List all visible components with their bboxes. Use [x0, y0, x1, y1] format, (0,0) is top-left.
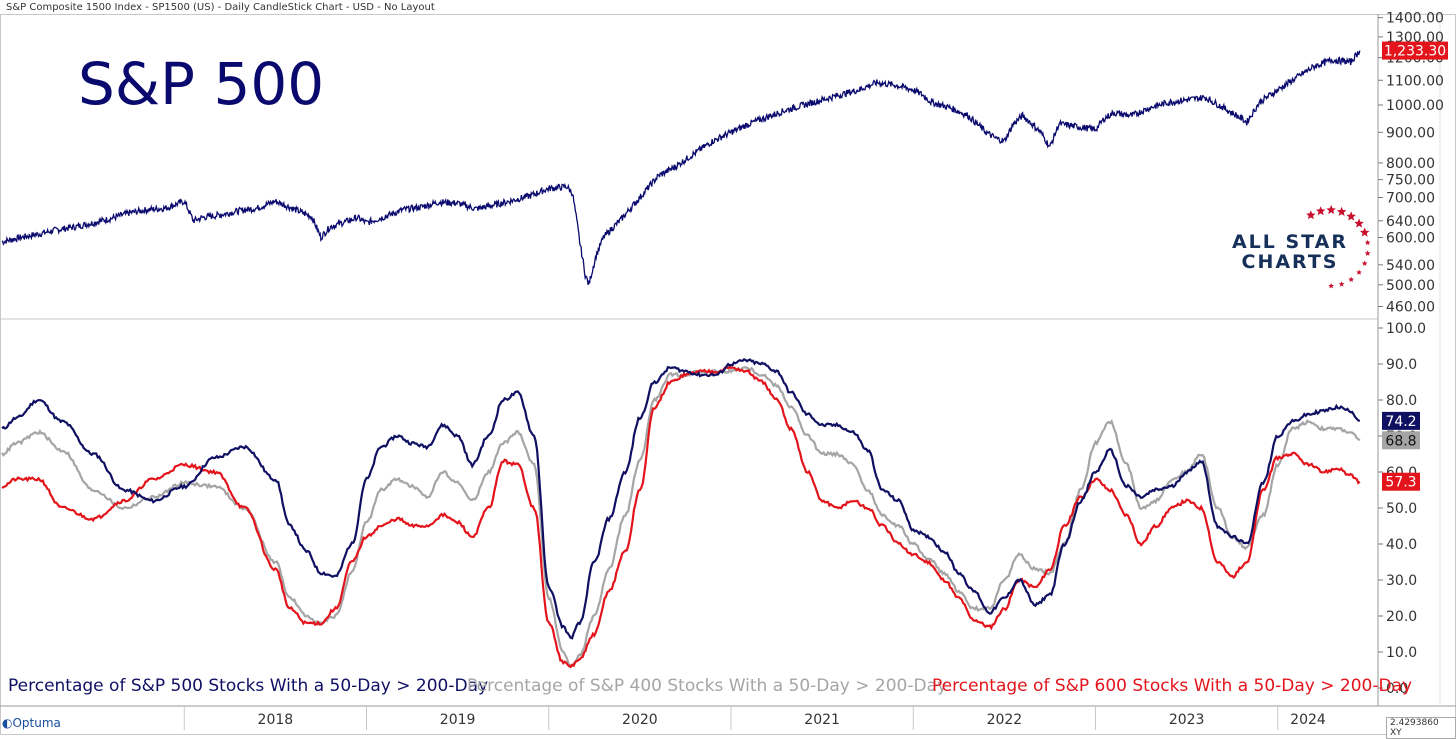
star-icon	[1364, 250, 1371, 256]
sp600-series-line	[1, 365, 1361, 669]
x-tick-label: 2022	[987, 712, 1023, 728]
last-value-label: 57.3	[1385, 475, 1416, 491]
star-icon	[1356, 269, 1362, 275]
star-icon	[1354, 218, 1364, 228]
y-tick-label: 460.00	[1386, 299, 1435, 315]
last-price-badge	[1382, 41, 1448, 60]
sp500-series-line	[1, 357, 1361, 640]
last-price-label: 1,233.30	[1384, 44, 1446, 60]
x-tick-label: 2020	[622, 712, 658, 728]
star-icon	[1361, 260, 1368, 266]
y-tick-label: 10.0	[1386, 645, 1417, 661]
y-tick-label: 700.00	[1386, 191, 1435, 207]
legend-sp500: Percentage of S&P 500 Stocks With a 50-D…	[8, 676, 489, 696]
star-icon	[1364, 239, 1371, 246]
y-tick-label: 640.00	[1386, 214, 1435, 230]
y-tick-label: 540.00	[1386, 258, 1435, 274]
x-tick-label: 2021	[804, 712, 840, 728]
y-tick-label: 750.00	[1386, 173, 1435, 189]
y-tick-label: 500.00	[1386, 278, 1435, 294]
y-tick-label: 800.00	[1386, 156, 1435, 172]
y-tick-label: 40.0	[1386, 537, 1417, 553]
x-tick-label: 2023	[1169, 712, 1205, 728]
star-icon	[1338, 281, 1345, 287]
big-title: S&P 500	[78, 50, 325, 118]
optuma-icon: ◐	[2, 716, 13, 730]
last-value-badge	[1382, 431, 1420, 450]
last-value-badge	[1382, 472, 1420, 491]
legend-sp400: Percentage of S&P 400 Stocks With a 50-D…	[467, 676, 948, 696]
y-tick-label: 1000.00	[1386, 98, 1444, 114]
y-tick-label: 30.0	[1386, 573, 1417, 589]
x-tick-label: 2019	[440, 712, 476, 728]
last-value-badge	[1382, 411, 1420, 430]
star-icon	[1315, 206, 1326, 216]
y-tick-label: 20.0	[1386, 609, 1417, 625]
y-tick-label: 1400.00	[1386, 11, 1444, 27]
y-tick-label: 1100.00	[1386, 73, 1444, 89]
y-tick-label: 600.00	[1386, 231, 1435, 247]
x-axis: 2018 2019 2020 2021 2022 2023 2024	[183, 706, 1326, 730]
all-star-charts-logo: ALL STAR CHARTS	[1232, 205, 1371, 289]
y-tick-label: 80.0	[1386, 393, 1417, 409]
chart-header: S&P Composite 1500 Index - SP1500 (US) -…	[6, 2, 435, 13]
legend-sp600: Percentage of S&P 600 Stocks With a 50-D…	[932, 676, 1413, 696]
star-icon	[1326, 205, 1336, 215]
y-tick-label: 900.00	[1386, 125, 1435, 141]
star-icon	[1348, 276, 1354, 282]
xy-readout[interactable]: 2.4293860 XY	[1386, 717, 1456, 739]
y-tick-label: 100.0	[1386, 321, 1426, 337]
breadth-panel: 100.090.080.070.060.050.040.030.020.010.…	[1, 321, 1426, 697]
y-tick-label: 90.0	[1386, 357, 1417, 373]
x-tick-label: 2024	[1290, 712, 1326, 728]
star-icon	[1336, 206, 1347, 216]
chart-border	[0, 14, 1456, 735]
star-icon	[1328, 283, 1334, 289]
last-value-label: 68.8	[1385, 433, 1416, 449]
y-tick-label: 50.0	[1386, 501, 1417, 517]
price-series-line	[1, 50, 1361, 285]
price-panel: 1400.001300.001200.001100.001000.00900.0…	[1, 11, 1448, 315]
star-icon	[1359, 227, 1370, 237]
logo-line1: ALL STAR	[1232, 231, 1348, 253]
star-icon	[1346, 211, 1356, 221]
x-tick-label: 2018	[258, 712, 294, 728]
sp400-series-line	[1, 366, 1361, 668]
logo-line2: CHARTS	[1242, 251, 1339, 273]
last-value-label: 74.2	[1385, 414, 1416, 430]
star-icon	[1306, 210, 1316, 220]
optuma-brand: ◐Optuma	[2, 716, 61, 730]
y-tick-label: 0.0	[1386, 681, 1408, 697]
